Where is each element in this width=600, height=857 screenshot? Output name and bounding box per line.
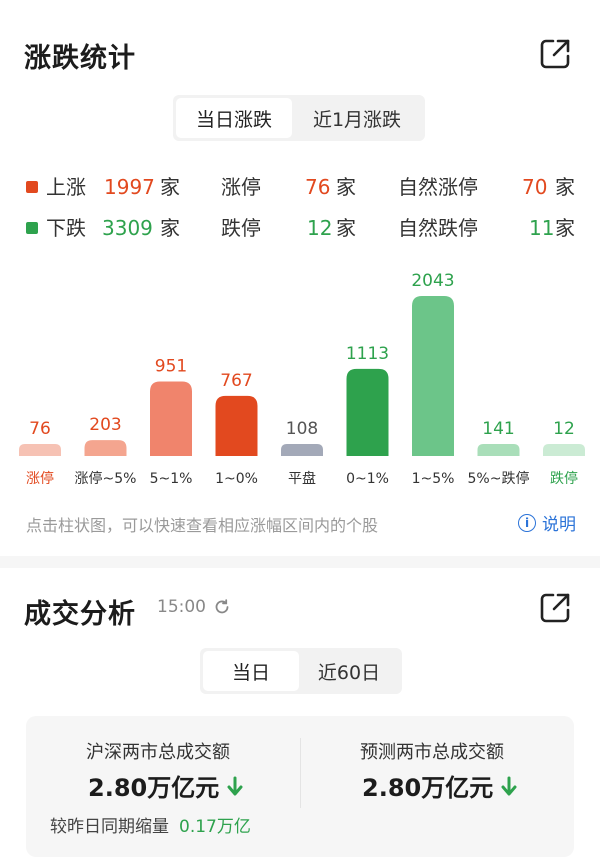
- bar-category-3: 1~0%: [215, 471, 258, 487]
- predicted-turnover-value-wrap: 2.80万亿元: [362, 768, 517, 803]
- down-legend-dot: [26, 222, 38, 234]
- volume-compare: 较昨日同期缩量 0.17万亿: [50, 812, 251, 837]
- rise-fall-tabs: 当日涨跌 近1月涨跌: [173, 95, 425, 141]
- up-unit: 家: [160, 175, 180, 199]
- limit-up-label: 涨停: [221, 175, 261, 199]
- natural-limit-down-count: 11: [529, 216, 555, 240]
- turnover-title: 成交分析: [24, 599, 136, 630]
- bar-value-0: 76: [29, 419, 51, 439]
- bar-value-8: 12: [553, 419, 575, 439]
- tab-month-rise-fall[interactable]: 近1月涨跌: [312, 108, 402, 131]
- bar-value-2: 951: [155, 357, 187, 377]
- down-label: 下跌: [46, 216, 86, 240]
- natural-limit-down-label: 自然跌停: [398, 216, 478, 240]
- up-legend-dot: [26, 181, 38, 193]
- arrow-down-icon: [501, 776, 517, 795]
- turnover-share-icon[interactable]: [537, 590, 573, 626]
- bar-value-1: 203: [89, 415, 121, 435]
- bar-category-2: 5~1%: [150, 471, 193, 487]
- limit-down-label: 跌停: [221, 216, 261, 240]
- explain-label: 说明: [542, 515, 576, 535]
- bar-category-8: 跌停: [550, 470, 578, 487]
- bar-6[interactable]: [412, 296, 454, 456]
- down-unit: 家: [160, 216, 180, 240]
- total-turnover-value-wrap: 2.80万亿元: [88, 768, 243, 803]
- natural-limit-up-count: 70: [522, 175, 548, 199]
- predicted-turnover-value: 2.80万亿元: [362, 774, 494, 802]
- rise-fall-distribution-chart: 76 涨停 203 涨停~5% 951 5~1% 767 1~0% 108 平盘 1113 0~1% 2…: [19, 271, 585, 487]
- natural-limit-up-unit: 家: [555, 175, 575, 199]
- total-turnover-caption: 沪深两市总成交额: [86, 742, 230, 763]
- tab-today-rise-fall[interactable]: 当日涨跌: [176, 98, 292, 138]
- bar-value-7: 141: [482, 419, 514, 439]
- bar-category-4: 平盘: [288, 470, 316, 487]
- share-icon[interactable]: [537, 36, 573, 72]
- down-count: 3309: [102, 216, 153, 240]
- bar-1[interactable]: [84, 440, 127, 456]
- bar-8[interactable]: [543, 444, 585, 456]
- limit-up-count: 76: [305, 175, 331, 199]
- up-label: 上涨: [46, 175, 86, 199]
- turnover-card: 沪深两市总成交额 2.80万亿元 预测两市总成交额 2.80万亿元 较昨日同期缩…: [26, 716, 574, 857]
- tab-today-turnover[interactable]: 当日: [203, 651, 299, 691]
- stat-row-down: 下跌 3309 家 跌停 12 家 自然跌停 11 家: [0, 213, 600, 243]
- predicted-turnover-caption: 预测两市总成交额: [360, 742, 504, 763]
- turnover-tabs: 当日 近60日: [200, 648, 402, 694]
- bar-category-5: 0~1%: [346, 471, 389, 487]
- bar-3[interactable]: [215, 395, 258, 456]
- bar-value-6: 2043: [411, 271, 454, 291]
- bar-7[interactable]: [477, 444, 520, 456]
- bar-category-1: 涨停~5%: [75, 470, 137, 487]
- bar-4[interactable]: [281, 444, 323, 456]
- total-turnover-value: 2.80万亿元: [88, 774, 220, 802]
- bar-value-3: 767: [220, 371, 252, 391]
- volume-compare-value: 0.17万亿: [179, 817, 251, 837]
- rise-fall-title: 涨跌统计: [24, 43, 136, 74]
- explain-link[interactable]: i 说明: [518, 510, 576, 535]
- arrow-down-icon: [227, 776, 243, 795]
- limit-down-count: 12: [307, 216, 333, 240]
- tab-60day-turnover[interactable]: 近60日: [317, 661, 381, 684]
- bar-value-5: 1113: [346, 344, 389, 364]
- bar-0[interactable]: [19, 444, 61, 456]
- limit-up-unit: 家: [336, 175, 356, 199]
- up-count: 1997: [104, 175, 155, 199]
- limit-down-unit: 家: [336, 216, 356, 240]
- bar-category-7: 5%~跌停: [468, 470, 530, 487]
- turnover-time[interactable]: 15:00: [157, 597, 230, 617]
- refresh-icon[interactable]: [214, 599, 230, 615]
- stat-row-up: 上涨 1997 家 涨停 76 家 自然涨停 70 家: [0, 172, 600, 202]
- bar-2[interactable]: [150, 381, 192, 456]
- natural-limit-up-label: 自然涨停: [398, 175, 478, 199]
- bar-5[interactable]: [346, 368, 389, 456]
- card-divider: [300, 738, 301, 808]
- update-time: 15:00: [157, 597, 206, 617]
- section-divider: [0, 556, 600, 568]
- natural-limit-down-unit: 家: [555, 216, 575, 240]
- bar-category-0: 涨停: [26, 470, 54, 487]
- volume-compare-label: 较昨日同期缩量: [50, 817, 169, 837]
- info-icon: i: [518, 513, 536, 532]
- bar-category-6: 1~5%: [412, 471, 455, 487]
- bar-value-4: 108: [286, 419, 318, 439]
- chart-hint: 点击柱状图，可以快速查看相应涨幅区间内的个股: [26, 516, 379, 535]
